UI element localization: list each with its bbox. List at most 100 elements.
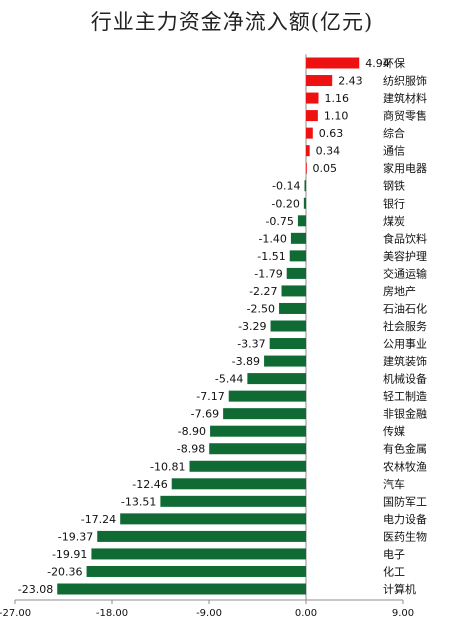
bar-value-label: 0.63 (319, 127, 344, 140)
category-label: 商贸零售 (383, 109, 427, 123)
category-label: 石油石化 (383, 301, 427, 315)
category-label: 计算机 (383, 582, 416, 596)
bar (289, 250, 306, 262)
bar-value-label: 4.94 (365, 57, 390, 70)
bar-value-label: -17.24 (81, 513, 116, 526)
bar (223, 408, 306, 420)
bar-value-label: -1.51 (257, 250, 285, 263)
x-tick-label: -18.00 (96, 608, 128, 619)
category-label: 建筑装饰 (383, 354, 427, 368)
category-label: 农林牧渔 (383, 459, 427, 473)
category-label: 煤炭 (383, 215, 405, 228)
category-label: 化工 (383, 564, 405, 578)
bar-value-label: -19.91 (52, 548, 87, 561)
category-label: 社会服务 (383, 319, 427, 333)
bar-value-label: -13.51 (121, 495, 156, 508)
category-label: 轻工制造 (383, 389, 427, 403)
bar-value-label: -0.75 (265, 215, 293, 228)
category-label: 综合 (383, 126, 405, 140)
category-label: 有色金属 (383, 442, 427, 456)
bar-value-label: -8.90 (178, 425, 206, 438)
bar-value-label: 1.16 (325, 92, 350, 105)
category-label: 公用事业 (383, 338, 427, 351)
bar (264, 355, 306, 367)
bar-value-label: -10.81 (150, 460, 185, 473)
bar (306, 75, 333, 87)
bar (91, 548, 306, 560)
bar-value-label: -7.17 (196, 390, 224, 403)
bar (286, 267, 306, 279)
bar (306, 162, 307, 174)
bar-value-label: -8.98 (177, 443, 205, 456)
bar-value-label: -3.89 (232, 355, 260, 368)
x-tick-label: 0.00 (295, 608, 317, 619)
category-label: 房地产 (383, 284, 416, 298)
bar (210, 425, 306, 437)
category-label: 机械设备 (383, 372, 427, 386)
bar (270, 320, 306, 332)
category-label: 美容护理 (383, 249, 427, 263)
bar-value-label: -1.40 (258, 232, 286, 245)
bar (189, 460, 306, 472)
bar-value-label: 2.43 (338, 75, 363, 88)
bar (306, 145, 310, 157)
category-label: 交通运输 (383, 266, 427, 280)
bar (290, 232, 306, 244)
bar (209, 443, 306, 455)
category-label: 银行 (383, 196, 405, 210)
bar (279, 302, 306, 314)
bar (306, 110, 318, 122)
bar-value-label: -2.50 (247, 302, 275, 315)
x-tick-label: 9.00 (392, 608, 414, 619)
category-label: 电力设备 (383, 512, 427, 526)
bar (160, 495, 306, 507)
bar (57, 583, 307, 595)
category-label: 通信 (383, 145, 405, 158)
category-label: 传媒 (383, 425, 405, 438)
category-label: 纺织服饰 (383, 74, 427, 88)
bar (97, 530, 307, 542)
bar (247, 373, 306, 385)
bar-value-label: -12.46 (132, 478, 167, 491)
bar-value-label: -1.79 (254, 267, 282, 280)
bar-value-label: -19.37 (58, 530, 93, 543)
x-tick-label: -27.00 (0, 608, 31, 619)
bar-value-label: 1.10 (324, 110, 349, 123)
bar (306, 127, 313, 139)
bar (171, 478, 306, 490)
bar-value-label: -3.29 (238, 320, 266, 333)
bar (86, 565, 306, 577)
bar (306, 92, 319, 104)
bar (304, 180, 306, 192)
category-label: 非银金融 (383, 407, 427, 421)
category-label: 电子 (383, 548, 405, 561)
bar-value-label: -2.27 (249, 285, 277, 298)
bar-value-label: -0.14 (272, 180, 300, 193)
category-label: 食品饮料 (383, 231, 427, 245)
bar-value-label: 0.34 (316, 145, 341, 158)
bar (120, 513, 307, 525)
bar (228, 390, 306, 402)
bar-value-label: -3.37 (237, 338, 265, 351)
bar-value-label: 0.05 (313, 162, 338, 175)
bar-value-label: -20.36 (47, 565, 82, 578)
chart-title: 行业主力资金净流入额(亿元) (90, 10, 374, 34)
category-label: 建筑材料 (383, 91, 427, 105)
category-label: 环保 (383, 56, 405, 70)
bar (306, 57, 360, 69)
x-tick-label: -9.00 (196, 608, 222, 619)
bar (297, 215, 306, 227)
bar-value-label: -0.20 (271, 197, 299, 210)
category-label: 医药生物 (383, 529, 427, 543)
bar-value-label: -23.08 (18, 583, 53, 596)
bar (303, 197, 306, 209)
bar-value-label: -5.44 (215, 373, 243, 386)
category-label: 汽车 (383, 477, 405, 491)
bar (281, 285, 306, 297)
bar-value-label: -7.69 (191, 408, 219, 421)
bar (269, 338, 306, 350)
category-label: 钢铁 (383, 180, 405, 193)
category-label: 国防军工 (383, 494, 427, 508)
